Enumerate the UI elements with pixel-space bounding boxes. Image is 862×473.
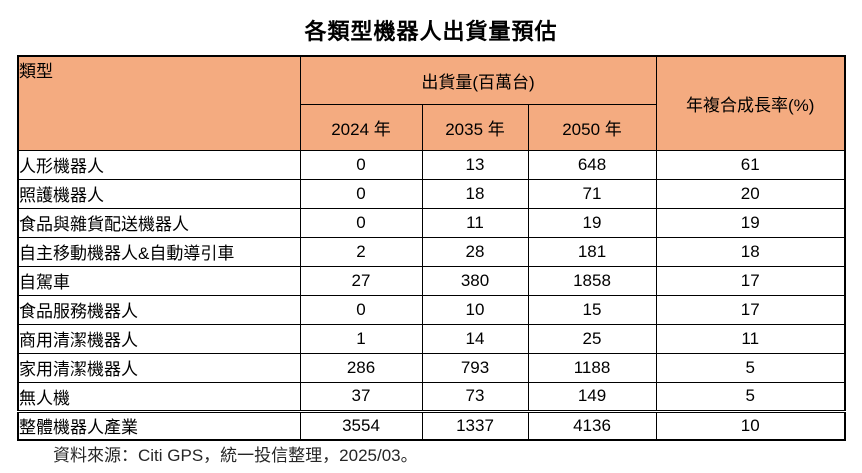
table-body: 人形機器人 0 13 648 61 照護機器人 0 18 71 20 食品與雜貨配送機器人 0 11 19…: [17, 149, 846, 441]
cagr-value-cell: 19: [655, 207, 846, 238]
cagr-value-cell: 10: [655, 409, 846, 441]
cagr-value-cell: 17: [655, 294, 846, 325]
col-header-shipments-group: 出貨量(百萬台): [299, 55, 657, 105]
shipment-value-cell: 28: [421, 236, 529, 267]
table-row: 商用清潔機器人 1 14 25 11: [17, 323, 846, 354]
shipment-value-cell: 10: [421, 294, 529, 325]
shipment-value-cell: 3554: [299, 409, 423, 441]
row-label: 照護機器人: [17, 178, 301, 209]
shipment-value-cell: 13: [421, 149, 529, 180]
shipment-value-cell: 73: [421, 381, 529, 412]
row-label: 食品與雜貨配送機器人: [17, 207, 301, 238]
cagr-value-cell: 5: [655, 381, 846, 412]
shipment-value-cell: 11: [421, 207, 529, 238]
shipment-value-cell: 0: [299, 178, 423, 209]
shipment-value-cell: 1337: [421, 409, 529, 441]
table-row: 自主移動機器人&自動導引車 2 28 181 18: [17, 236, 846, 267]
col-header-cagr: 年複合成長率(%): [655, 55, 846, 151]
header-row-years: 2024 年 2035 年 2050 年: [18, 103, 845, 151]
robot-shipment-table: 類型 出貨量(百萬台) 年複合成長率(%) 2024 年 2035 年 2050…: [17, 55, 846, 441]
source-note: 資料來源：Citi GPS，統一投信整理，2025/03。: [53, 446, 418, 465]
shipment-value-cell: 0: [299, 207, 423, 238]
shipment-value-cell: 380: [421, 265, 529, 296]
row-label: 商用清潔機器人: [17, 323, 301, 354]
row-label: 食品服務機器人: [17, 294, 301, 325]
shipment-value-cell: 0: [299, 294, 423, 325]
cagr-value-cell: 18: [655, 236, 846, 267]
shipment-value-cell: 25: [527, 323, 657, 354]
table-row: 無人機 37 73 149 5: [17, 381, 846, 412]
shipment-value-cell: 1: [299, 323, 423, 354]
table-row: 自駕車 27 380 1858 17: [17, 265, 846, 296]
shipment-value-cell: 1858: [527, 265, 657, 296]
shipment-value-cell: 14: [421, 323, 529, 354]
cagr-value-cell: 20: [655, 178, 846, 209]
row-label: 自駕車: [17, 265, 301, 296]
shipment-value-cell: 27: [299, 265, 423, 296]
shipment-value-cell: 648: [527, 149, 657, 180]
shipment-value-cell: 15: [527, 294, 657, 325]
col-header-2035: 2035 年: [421, 103, 529, 151]
table-row: 人形機器人 0 13 648 61: [17, 149, 846, 180]
table-row: 食品服務機器人 0 10 15 17: [17, 294, 846, 325]
row-label: 人形機器人: [17, 149, 301, 180]
row-label: 自主移動機器人&自動導引車: [17, 236, 301, 267]
table-row: 照護機器人 0 18 71 20: [17, 178, 846, 209]
shipment-value-cell: 793: [421, 352, 529, 383]
shipment-value-cell: 181: [527, 236, 657, 267]
cagr-value-cell: 17: [655, 265, 846, 296]
cagr-value-cell: 61: [655, 149, 846, 180]
shipment-value-cell: 0: [299, 149, 423, 180]
shipment-value-cell: 286: [299, 352, 423, 383]
shipment-value-cell: 149: [527, 381, 657, 412]
shipment-value-cell: 37: [299, 381, 423, 412]
shipment-value-cell: 1188: [527, 352, 657, 383]
shipment-value-cell: 2: [299, 236, 423, 267]
chart-title: 各類型機器人出貨量預估: [304, 19, 558, 44]
table-row: 家用清潔機器人 286 793 1188 5: [17, 352, 846, 383]
row-label: 無人機: [17, 381, 301, 412]
row-label: 家用清潔機器人: [17, 352, 301, 383]
shipment-value-cell: 19: [527, 207, 657, 238]
shipment-value-cell: 71: [527, 178, 657, 209]
table-row-total: 整體機器人產業 3554 1337 4136 10: [17, 409, 846, 441]
col-header-2024: 2024 年: [299, 103, 423, 151]
col-header-type: 類型: [17, 55, 301, 151]
cagr-value-cell: 11: [655, 323, 846, 354]
header-row-group: 類型 出貨量(百萬台) 年複合成長率(%): [17, 55, 846, 151]
col-header-2050: 2050 年: [527, 103, 657, 151]
cagr-value-cell: 5: [655, 352, 846, 383]
table-row: 食品與雜貨配送機器人 0 11 19 19: [17, 207, 846, 238]
shipment-value-cell: 18: [421, 178, 529, 209]
row-label: 整體機器人產業: [17, 409, 301, 441]
table-header: 類型 出貨量(百萬台) 年複合成長率(%) 2024 年 2035 年 2050…: [17, 55, 846, 151]
shipment-value-cell: 4136: [527, 409, 657, 441]
